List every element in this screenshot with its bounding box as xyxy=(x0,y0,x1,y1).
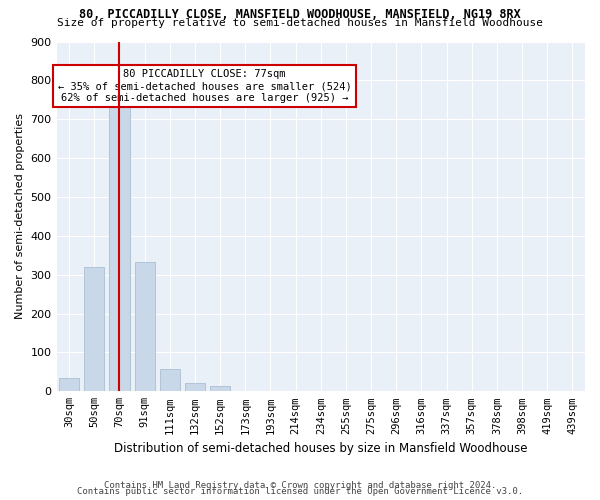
Text: 80 PICCADILLY CLOSE: 77sqm
← 35% of semi-detached houses are smaller (524)
62% o: 80 PICCADILLY CLOSE: 77sqm ← 35% of semi… xyxy=(58,70,352,102)
Bar xyxy=(210,386,230,392)
Bar xyxy=(59,378,79,392)
X-axis label: Distribution of semi-detached houses by size in Mansfield Woodhouse: Distribution of semi-detached houses by … xyxy=(114,442,527,455)
Bar xyxy=(84,267,104,392)
Text: Contains HM Land Registry data © Crown copyright and database right 2024.: Contains HM Land Registry data © Crown c… xyxy=(104,481,496,490)
Bar xyxy=(109,102,130,392)
Bar xyxy=(185,383,205,392)
Text: 80, PICCADILLY CLOSE, MANSFIELD WOODHOUSE, MANSFIELD, NG19 8RX: 80, PICCADILLY CLOSE, MANSFIELD WOODHOUS… xyxy=(79,8,521,20)
Text: Contains public sector information licensed under the Open Government Licence v3: Contains public sector information licen… xyxy=(77,487,523,496)
Text: Size of property relative to semi-detached houses in Mansfield Woodhouse: Size of property relative to semi-detach… xyxy=(57,18,543,28)
Bar xyxy=(134,262,155,392)
Bar xyxy=(160,369,180,392)
Y-axis label: Number of semi-detached properties: Number of semi-detached properties xyxy=(15,114,25,320)
